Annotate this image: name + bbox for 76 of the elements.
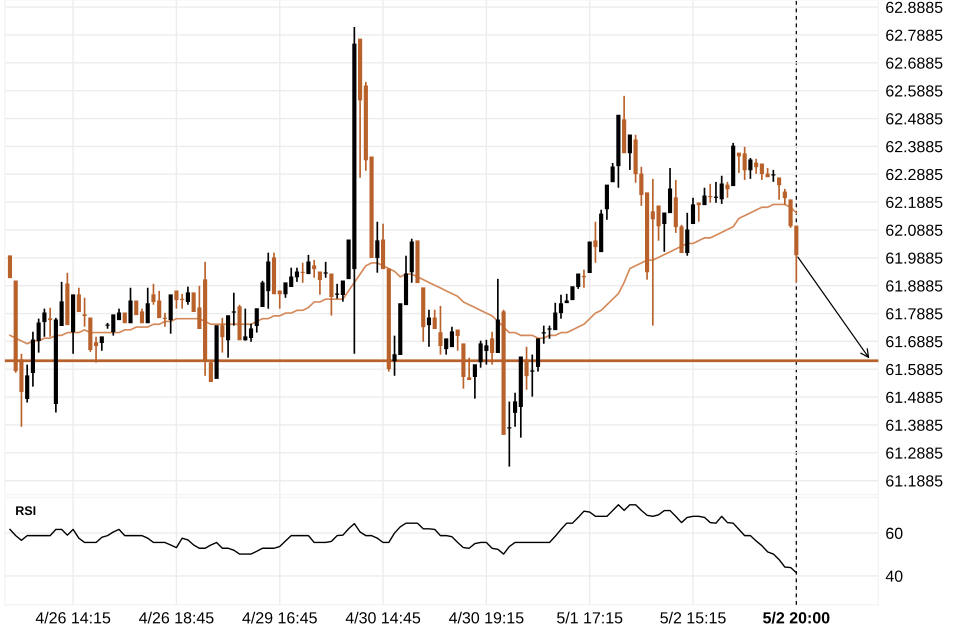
candlestick — [146, 286, 150, 324]
x-tick-label: 5/2 15:15 — [660, 612, 726, 624]
candlestick — [610, 162, 615, 183]
x-tick-label: 4/26 14:15 — [36, 612, 110, 624]
candlestick — [782, 188, 787, 206]
candlestick — [375, 220, 380, 274]
candlestick — [318, 271, 322, 296]
candlestick — [329, 272, 334, 316]
candlestick — [335, 283, 340, 300]
y-tick-label: 61.4885 — [886, 392, 942, 404]
candlestick — [186, 286, 190, 306]
candlestick — [426, 308, 432, 348]
y-tick-label: 61.5885 — [886, 364, 942, 376]
candlestick — [25, 364, 30, 404]
candlestick — [725, 181, 730, 199]
candlestick — [100, 336, 104, 352]
candlestick — [478, 340, 483, 369]
candlestick — [306, 254, 311, 275]
x-tick-label: 4/29 16:45 — [242, 612, 317, 624]
x-tick-label: 4/30 19:15 — [448, 612, 524, 624]
candlestick — [777, 176, 782, 201]
candlestick — [122, 312, 127, 324]
line-series — [9, 204, 798, 345]
x-tick-label: 5/1 17:15 — [557, 612, 622, 624]
y-tick-label: 62.0885 — [886, 224, 942, 236]
y-tick-label: 60 — [886, 528, 902, 539]
y-tick-label: 61.7885 — [886, 308, 942, 320]
candlestick — [300, 262, 305, 284]
candlestick — [754, 158, 758, 175]
candlestick — [484, 339, 488, 366]
y-tick-label: 62.8885 — [886, 2, 942, 14]
y-tick-label: 62.6885 — [886, 57, 942, 69]
candlestick — [82, 296, 87, 328]
candlestick — [530, 354, 534, 398]
y-tick-label: 61.8885 — [886, 280, 942, 292]
candlestick — [542, 324, 546, 345]
y-tick-label: 61.9885 — [886, 252, 942, 264]
candlestick — [254, 308, 259, 334]
candlestick — [438, 305, 443, 356]
candlestick — [708, 183, 712, 204]
candlestick — [507, 400, 512, 468]
y-tick-label: 40 — [886, 570, 902, 582]
y-tick-label: 61.6885 — [886, 336, 942, 348]
y-tick-label: 61.2885 — [886, 447, 942, 459]
candlestick — [696, 202, 701, 223]
y-tick-label: 61.3885 — [886, 420, 942, 431]
candlestick — [593, 220, 598, 264]
candlestick — [192, 292, 196, 312]
candlestick — [685, 212, 690, 257]
candlestick — [472, 364, 477, 400]
y-tick-label: 62.7885 — [886, 30, 942, 41]
candlestick — [340, 280, 345, 303]
y-tick-label: 61.1885 — [886, 475, 942, 487]
x-tick-label: 4/30 14:45 — [346, 612, 420, 624]
candlestick — [232, 292, 236, 326]
y-tick-label: 62.1885 — [886, 196, 942, 208]
x-tick-label: 5/2 20:00 — [763, 612, 830, 624]
candlestick — [702, 186, 707, 206]
candlestick — [42, 308, 46, 338]
y-tick-label: 62.3885 — [886, 141, 942, 152]
candlestick — [628, 134, 632, 171]
candlestick — [312, 259, 316, 279]
candlestick — [604, 184, 609, 221]
candlestick — [76, 286, 81, 313]
candlestick — [8, 255, 12, 278]
y-tick-label: 62.2885 — [886, 168, 942, 180]
candlestick — [748, 157, 752, 180]
candlestick — [220, 317, 224, 354]
text: RSI — [16, 506, 36, 516]
candlestick — [456, 328, 460, 352]
candlestick — [432, 308, 437, 330]
y-tick-label: 62.5885 — [886, 85, 942, 97]
candlestick — [128, 286, 133, 324]
y-tick-label: 62.4885 — [886, 113, 942, 124]
candlestick — [690, 196, 696, 225]
x-tick-label: 4/26 18:45 — [139, 612, 214, 624]
